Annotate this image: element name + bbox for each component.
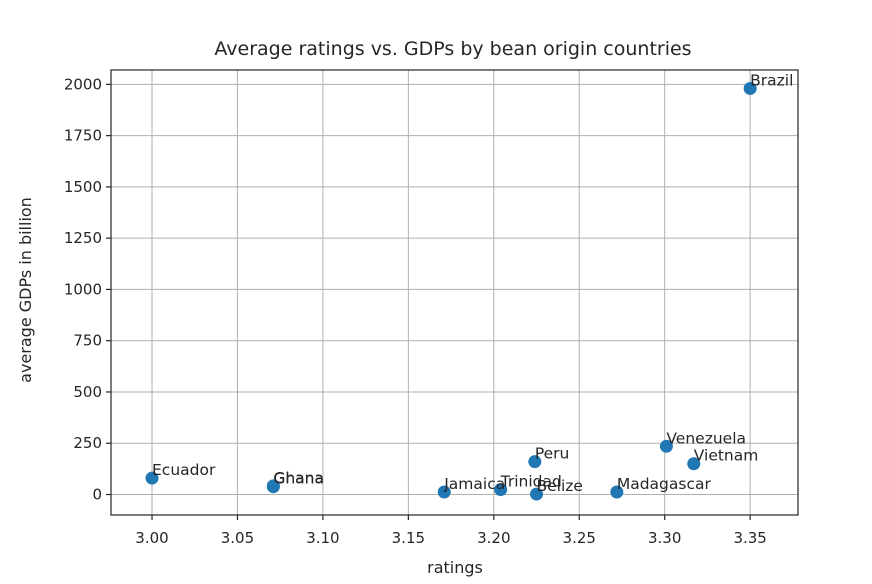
data-point bbox=[145, 471, 159, 485]
point-label: Jamaica bbox=[443, 475, 505, 493]
y-tick-label: 1000 bbox=[64, 280, 102, 298]
x-tick-label: 3.00 bbox=[135, 529, 168, 547]
plot-frame bbox=[110, 69, 799, 516]
point-label: Ghana bbox=[273, 470, 324, 488]
grid-layer bbox=[111, 70, 798, 515]
tick-layer: 3.00 3.05 3.10 3.15 3.20 3.25 3.30 3.35 0 250 500 7… bbox=[64, 75, 767, 547]
point-label: Vietnam bbox=[694, 447, 759, 465]
point-label: Peru bbox=[535, 445, 570, 463]
y-tick-label: 500 bbox=[73, 383, 102, 401]
data-point bbox=[687, 457, 701, 471]
data-point bbox=[266, 479, 280, 493]
y-tick-label: 1500 bbox=[64, 178, 102, 196]
x-axis-title: ratings bbox=[427, 558, 483, 577]
data-point bbox=[528, 455, 542, 469]
data-point bbox=[743, 81, 757, 95]
y-axis-title: average GDPs in billion bbox=[16, 197, 35, 383]
y-tick-label: 1750 bbox=[64, 127, 102, 145]
point-label: Madagascar bbox=[617, 475, 712, 493]
y-tick-label: 250 bbox=[73, 434, 102, 452]
x-tick-label: 3.15 bbox=[392, 529, 425, 547]
point-label: Trinidad bbox=[500, 473, 562, 491]
data-point bbox=[610, 485, 624, 499]
point-label: Brazil bbox=[750, 71, 793, 89]
data-point bbox=[659, 439, 673, 453]
x-tick-label: 3.05 bbox=[221, 529, 254, 547]
y-tick-label: 0 bbox=[92, 485, 102, 503]
x-tick-label: 3.25 bbox=[563, 529, 596, 547]
point-label: Ghana bbox=[273, 469, 324, 487]
x-tick-label: 3.30 bbox=[648, 529, 681, 547]
point-layer bbox=[145, 81, 757, 501]
x-tick-label: 3.35 bbox=[733, 529, 766, 547]
data-point bbox=[494, 483, 508, 497]
y-tick-label: 2000 bbox=[64, 75, 102, 93]
y-tick-label: 1250 bbox=[64, 229, 102, 247]
point-label: Belize bbox=[537, 477, 583, 495]
y-tick-label: 750 bbox=[73, 332, 102, 350]
data-point bbox=[437, 485, 451, 499]
chart-title: Average ratings vs. GDPs by bean origin … bbox=[214, 38, 691, 60]
point-label: Ecuador bbox=[152, 461, 216, 479]
x-tick-label: 3.20 bbox=[477, 529, 510, 547]
point-label: Venezuela bbox=[666, 429, 746, 447]
x-tick-label: 3.10 bbox=[306, 529, 339, 547]
data-point bbox=[530, 487, 544, 501]
